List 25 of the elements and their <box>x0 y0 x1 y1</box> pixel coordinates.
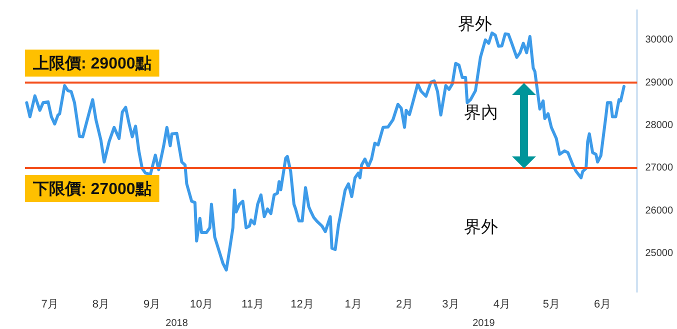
y-tick-label: 30000 <box>645 34 674 46</box>
y-tick-label: 25000 <box>645 248 674 260</box>
x2-tick-label: 2019 <box>472 318 496 329</box>
x-tick-label: 6月 <box>594 298 612 310</box>
x-tick-label: 11月 <box>242 298 264 310</box>
annotation: 界內 <box>464 102 498 122</box>
y-tick-label: 27000 <box>645 162 674 174</box>
y-tick-label: 28000 <box>645 120 674 132</box>
x-tick-label: 1月 <box>344 298 362 310</box>
y-tick-label: 29000 <box>645 77 674 88</box>
ref-line-label: 下限價: 27000點 <box>32 180 152 198</box>
x-tick-label: 5月 <box>542 298 560 310</box>
annotation: 界外 <box>458 14 492 34</box>
x-tick-label: 4月 <box>493 298 510 310</box>
annotation: 界外 <box>464 218 498 237</box>
x-tick-label: 3月 <box>442 298 460 310</box>
x-tick-label: 8月 <box>92 298 110 310</box>
x-tick-label: 9月 <box>143 298 161 310</box>
x-tick-label: 10月 <box>190 298 214 310</box>
y-tick-label: 26000 <box>645 205 674 216</box>
ref-line-label: 上限價: 29000點 <box>32 54 152 72</box>
x-tick-label: 2月 <box>396 298 414 310</box>
x-tick-label: 12月 <box>290 298 314 310</box>
x-tick-label: 7月 <box>41 298 58 310</box>
x2-tick-label: 2018 <box>166 318 188 329</box>
